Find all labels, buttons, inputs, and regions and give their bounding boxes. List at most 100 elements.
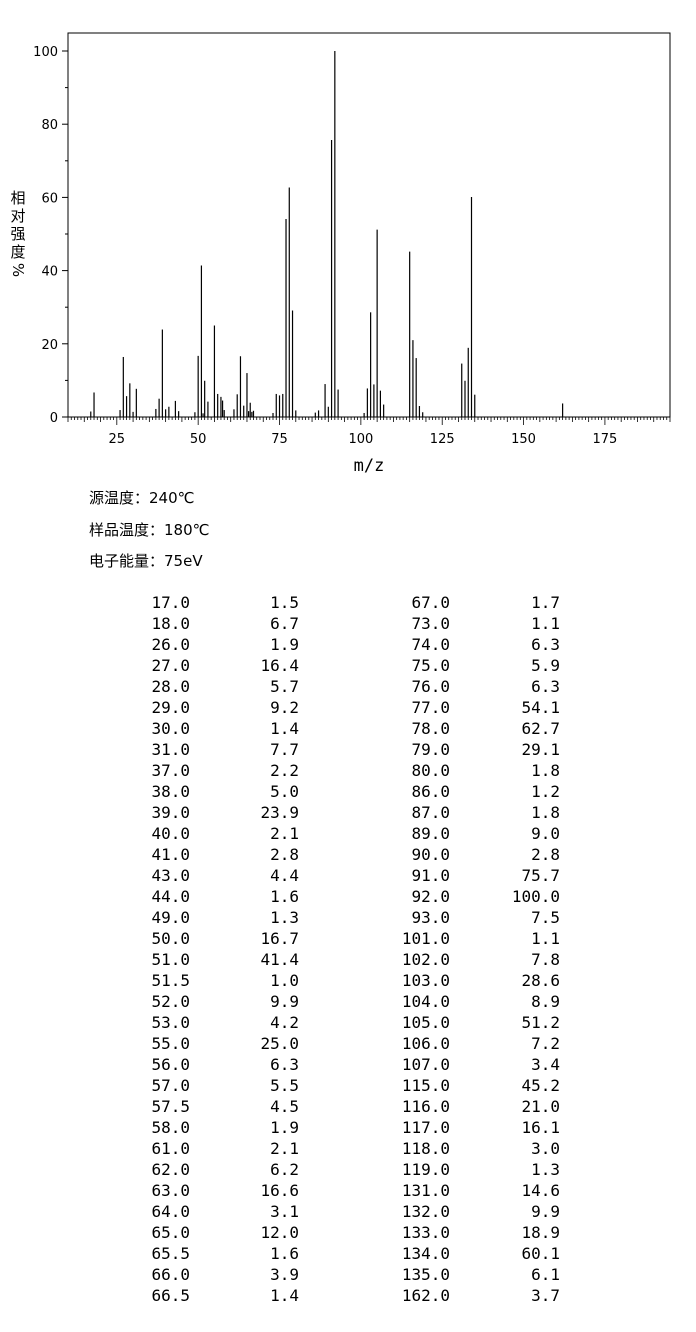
spectrum-peaks (90, 51, 564, 417)
intensity-cell: 25.0 (260, 1034, 299, 1053)
mz-cell: 57.5 (151, 1097, 190, 1116)
intensity-cell: 54.1 (521, 698, 560, 717)
mass-spectrum-chart: 0 20 40 60 80 100 25 50 75 100 125 150 175 相 对 强 度 … (9, 32, 671, 476)
mz-cell: 103.0 (401, 971, 450, 990)
intensity-cell: 16.7 (260, 929, 299, 948)
x-tick-label: 100 (348, 432, 373, 447)
mz-cell: 116.0 (401, 1097, 450, 1116)
intensity-cell: 1.9 (270, 1118, 299, 1137)
mz-cell: 77.0 (411, 698, 450, 717)
y-tick-label: 100 (33, 45, 58, 60)
y-axis-label-char: 对 (10, 207, 25, 225)
y-axis-ticks: 0 20 40 60 80 100 (33, 45, 68, 426)
mz-cell: 119.0 (401, 1160, 450, 1179)
intensity-cell: 6.7 (270, 614, 299, 633)
table-row: 51.0 41.4 102.0 7.8 (0, 949, 696, 970)
mz-cell: 91.0 (411, 866, 450, 885)
mz-cell: 73.0 (411, 614, 450, 633)
intensity-cell: 6.3 (531, 677, 560, 696)
plot-frame (67, 32, 671, 418)
table-row: 27.0 16.4 75.0 5.9 (0, 655, 696, 676)
intensity-cell: 16.1 (521, 1118, 560, 1137)
mz-cell: 65.5 (151, 1244, 190, 1263)
intensity-cell: 3.4 (531, 1055, 560, 1074)
intensity-cell: 2.1 (270, 824, 299, 843)
intensity-cell: 6.3 (531, 635, 560, 654)
table-row: 30.0 1.4 78.0 62.7 (0, 718, 696, 739)
table-row: 50.0 16.7 101.0 1.1 (0, 928, 696, 949)
mz-cell: 50.0 (151, 929, 190, 948)
source-temperature: 源温度：240℃ (89, 489, 195, 507)
y-tick-label: 0 (50, 411, 58, 426)
mz-cell: 65.0 (151, 1223, 190, 1242)
intensity-cell: 5.9 (531, 656, 560, 675)
mz-cell: 51.5 (151, 971, 190, 990)
y-axis-label-char: 强 (10, 225, 25, 243)
mz-cell: 18.0 (151, 614, 190, 633)
mz-cell: 76.0 (411, 677, 450, 696)
intensity-cell: 7.8 (531, 950, 560, 969)
intensity-cell: 9.0 (531, 824, 560, 843)
intensity-cell: 2.8 (531, 845, 560, 864)
mz-cell: 56.0 (151, 1055, 190, 1074)
intensity-cell: 9.9 (270, 992, 299, 1011)
mz-cell: 66.0 (151, 1265, 190, 1284)
table-row: 62.0 6.2 119.0 1.3 (0, 1159, 696, 1180)
mz-cell: 67.0 (411, 593, 450, 612)
table-row: 37.0 2.2 80.0 1.8 (0, 760, 696, 781)
intensity-cell: 1.7 (531, 593, 560, 612)
intensity-cell: 7.5 (531, 908, 560, 927)
intensity-cell: 14.6 (521, 1181, 560, 1200)
mz-cell: 61.0 (151, 1139, 190, 1158)
mz-cell: 132.0 (401, 1202, 450, 1221)
intensity-cell: 2.8 (270, 845, 299, 864)
intensity-cell: 5.0 (270, 782, 299, 801)
table-row: 51.5 1.0 103.0 28.6 (0, 970, 696, 991)
table-row: 40.0 2.1 89.0 9.0 (0, 823, 696, 844)
intensity-cell: 4.4 (270, 866, 299, 885)
mz-cell: 104.0 (401, 992, 450, 1011)
mz-cell: 79.0 (411, 740, 450, 759)
mz-cell: 87.0 (411, 803, 450, 822)
intensity-cell: 29.1 (521, 740, 560, 759)
mz-cell: 105.0 (401, 1013, 450, 1032)
mz-cell: 90.0 (411, 845, 450, 864)
mz-cell: 115.0 (401, 1076, 450, 1095)
intensity-cell: 1.2 (531, 782, 560, 801)
mz-cell: 26.0 (151, 635, 190, 654)
peak-table: 17.0 1.5 67.0 1.7 18.0 6.7 73.0 1.1 26.0 1.9 74.0 6… (0, 592, 696, 1306)
intensity-cell: 3.9 (270, 1265, 299, 1284)
table-row: 49.0 1.3 93.0 7.5 (0, 907, 696, 928)
intensity-cell: 23.9 (260, 803, 299, 822)
mz-cell: 63.0 (151, 1181, 190, 1200)
sample-temperature: 样品温度：180℃ (89, 521, 210, 539)
intensity-cell: 1.0 (270, 971, 299, 990)
mz-cell: 134.0 (401, 1244, 450, 1263)
mz-cell: 92.0 (411, 887, 450, 906)
intensity-cell: 75.7 (521, 866, 560, 885)
mz-cell: 107.0 (401, 1055, 450, 1074)
table-row: 28.0 5.7 76.0 6.3 (0, 676, 696, 697)
mz-cell: 80.0 (411, 761, 450, 780)
table-row: 63.0 16.6 131.0 14.6 (0, 1180, 696, 1201)
intensity-cell: 1.3 (531, 1160, 560, 1179)
x-axis-ticks: 25 50 75 100 125 150 175 (67, 417, 671, 447)
mz-cell: 38.0 (151, 782, 190, 801)
mz-cell: 28.0 (151, 677, 190, 696)
mz-cell: 86.0 (411, 782, 450, 801)
table-row: 65.0 12.0 133.0 18.9 (0, 1222, 696, 1243)
mz-cell: 118.0 (401, 1139, 450, 1158)
mz-cell: 58.0 (151, 1118, 190, 1137)
table-row: 64.0 3.1 132.0 9.9 (0, 1201, 696, 1222)
mz-cell: 66.5 (151, 1286, 190, 1305)
intensity-cell: 1.8 (531, 803, 560, 822)
intensity-cell: 51.2 (521, 1013, 560, 1032)
mz-cell: 75.0 (411, 656, 450, 675)
mz-cell: 93.0 (411, 908, 450, 927)
table-row: 52.0 9.9 104.0 8.9 (0, 991, 696, 1012)
y-axis-label-char: % (9, 263, 27, 277)
mz-cell: 27.0 (151, 656, 190, 675)
intensity-cell: 8.9 (531, 992, 560, 1011)
x-tick-label: 175 (593, 432, 618, 447)
table-row: 29.0 9.2 77.0 54.1 (0, 697, 696, 718)
